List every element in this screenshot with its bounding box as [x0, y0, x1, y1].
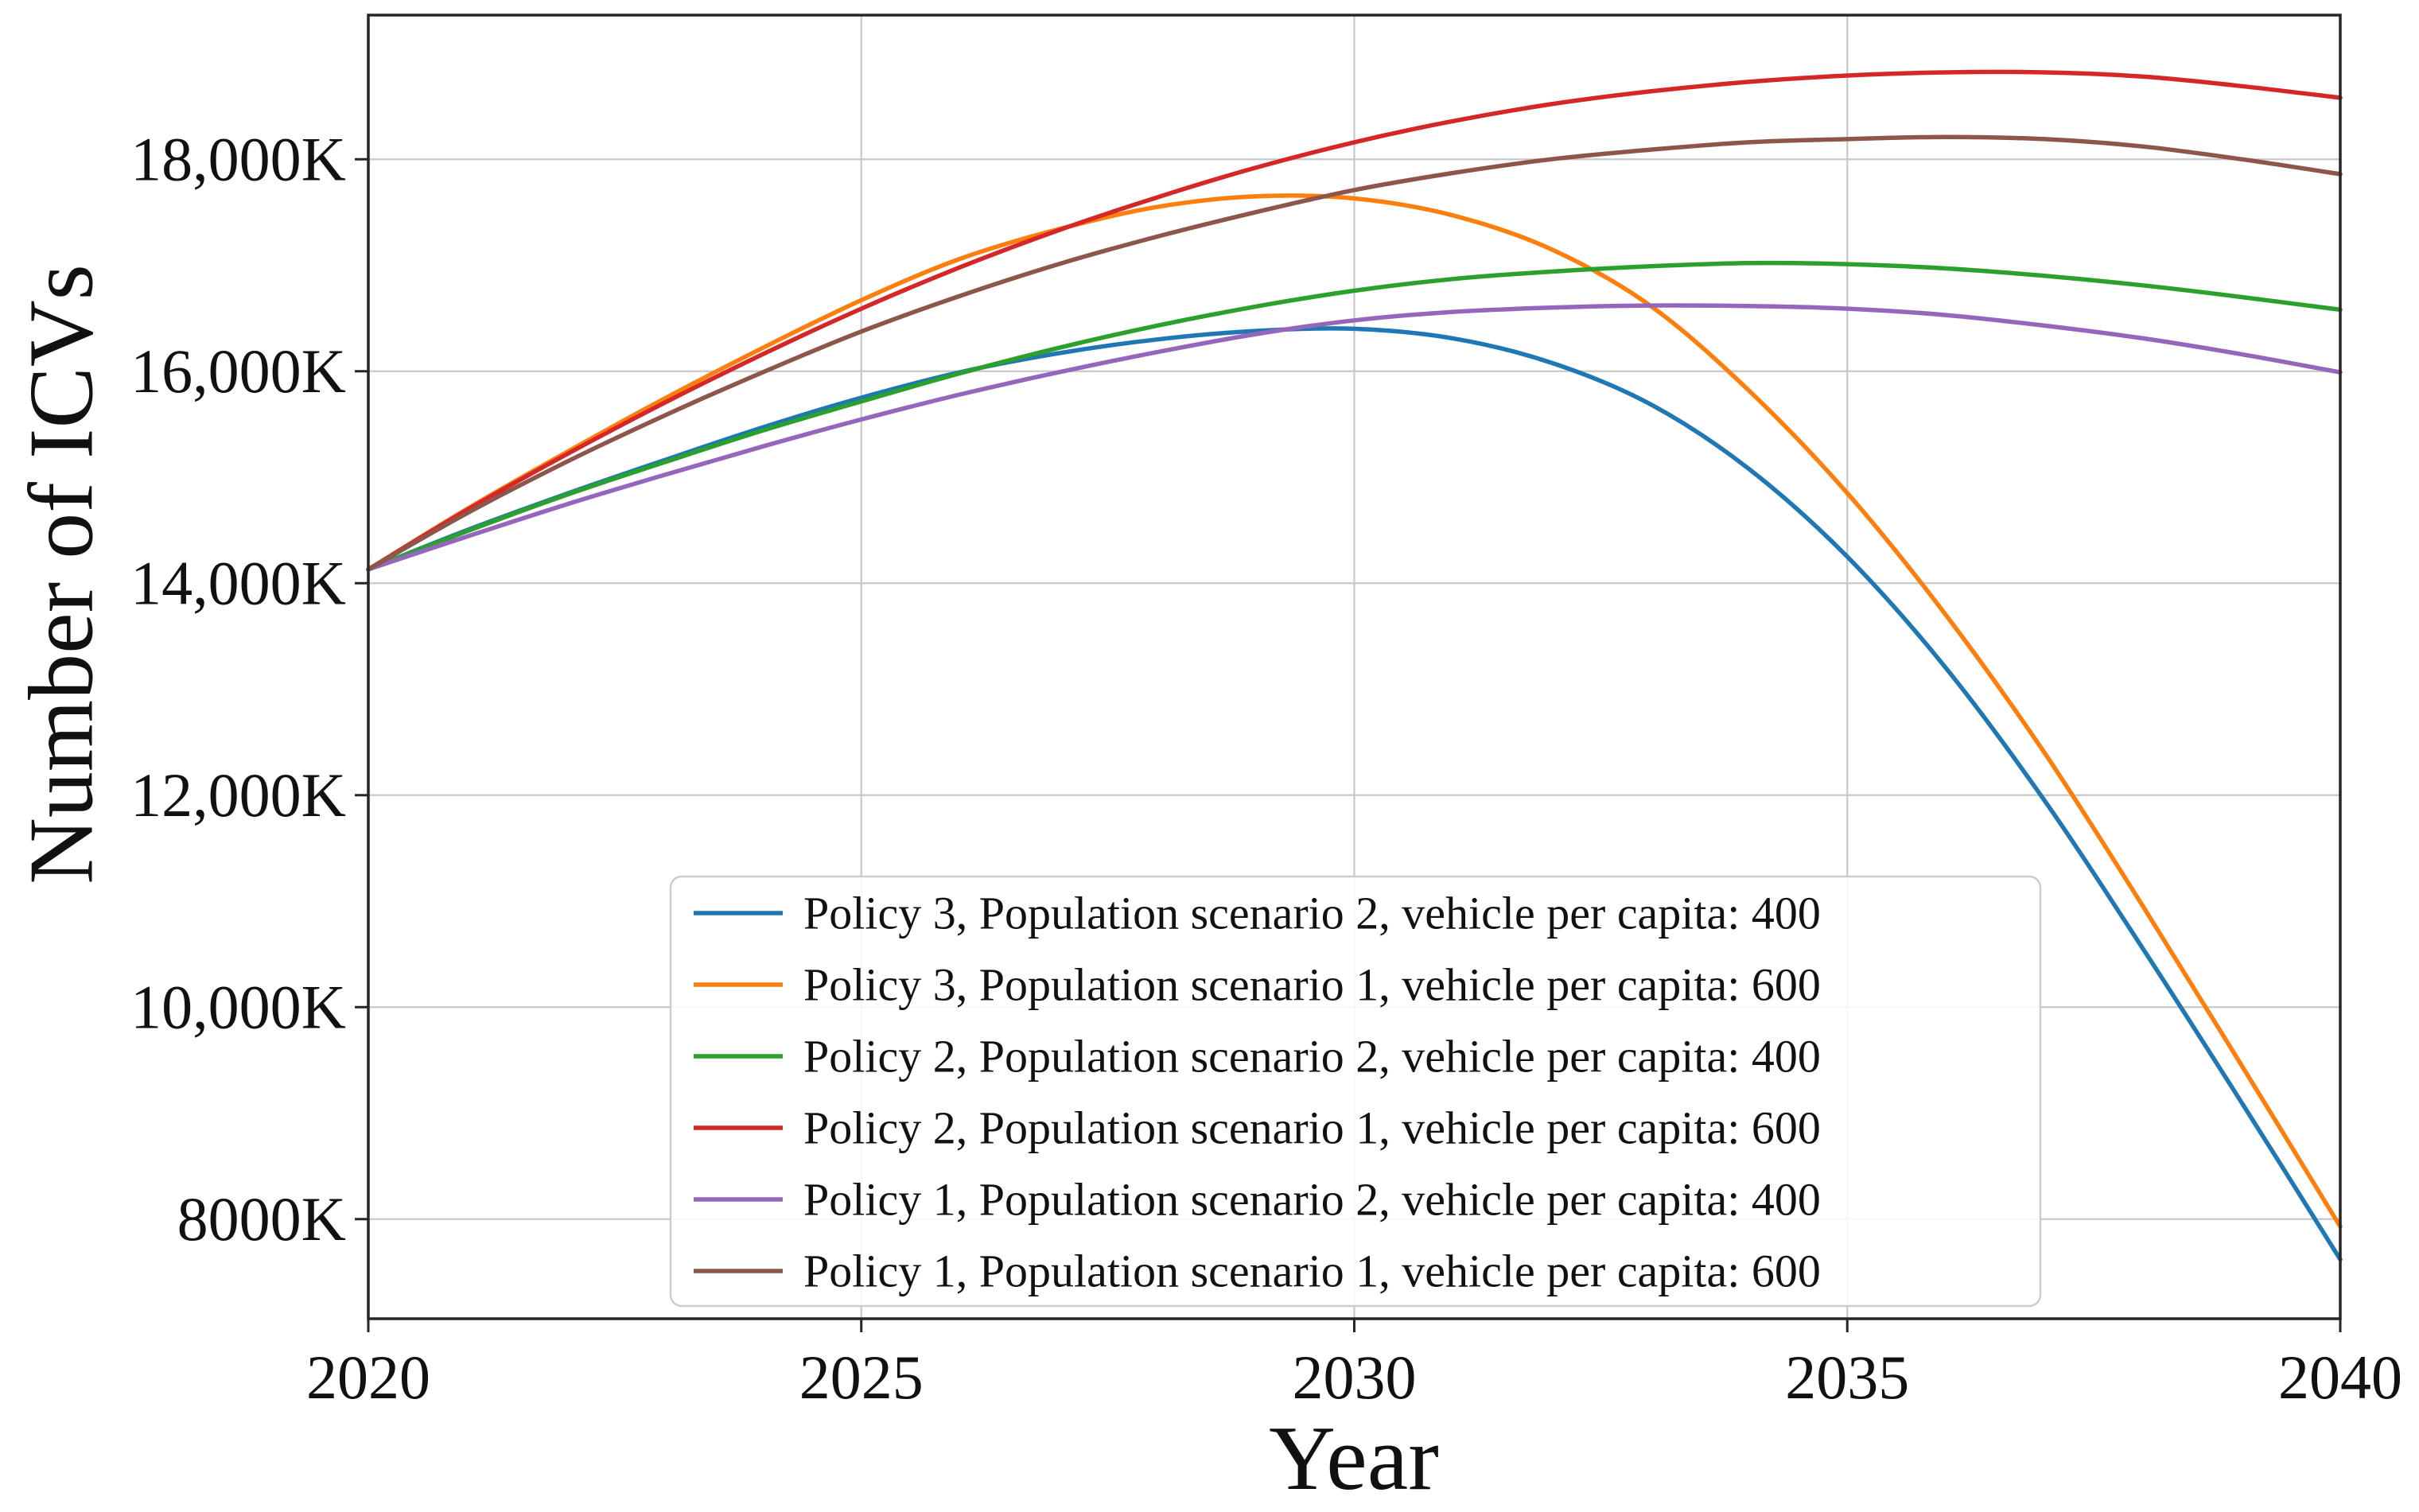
- series-line-5: [366, 134, 2343, 572]
- series-line-1: [366, 193, 2343, 1229]
- y-tick-label: 12,000K: [130, 760, 346, 830]
- series-line-4: [366, 303, 2343, 572]
- legend-label-2: Policy 2, Population scenario 2, vehicle…: [803, 1031, 1821, 1082]
- y-tick-label: 16,000K: [130, 336, 346, 406]
- x-axis-label: Year: [1269, 1408, 1439, 1510]
- x-tick-label: 2030: [1293, 1343, 1417, 1412]
- legend-label-5: Policy 1, Population scenario 1, vehicle…: [803, 1246, 1821, 1297]
- y-tick-label: 10,000K: [130, 973, 346, 1042]
- legend-label-1: Policy 3, Population scenario 1, vehicle…: [803, 959, 1821, 1011]
- legend-label-4: Policy 1, Population scenario 2, vehicle…: [803, 1174, 1821, 1226]
- series-line-3: [366, 69, 2343, 572]
- y-tick-label: 18,000K: [130, 125, 346, 194]
- legend-label-3: Policy 2, Population scenario 1, vehicle…: [803, 1102, 1821, 1154]
- x-tick-label: 2040: [2278, 1343, 2402, 1412]
- y-tick-label: 14,000K: [130, 549, 346, 618]
- series-line-2: [366, 260, 2343, 572]
- legend-box: [669, 875, 2042, 1308]
- y-axis-label: Number of ICVs: [10, 264, 113, 884]
- y-tick-label: 8000K: [177, 1184, 346, 1254]
- x-tick-label: 2020: [306, 1343, 430, 1412]
- series-line-0: [366, 326, 2343, 1262]
- x-tick-label: 2035: [1785, 1343, 1909, 1412]
- legend-label-0: Policy 3, Population scenario 2, vehicle…: [803, 888, 1821, 939]
- x-tick-label: 2025: [799, 1343, 924, 1412]
